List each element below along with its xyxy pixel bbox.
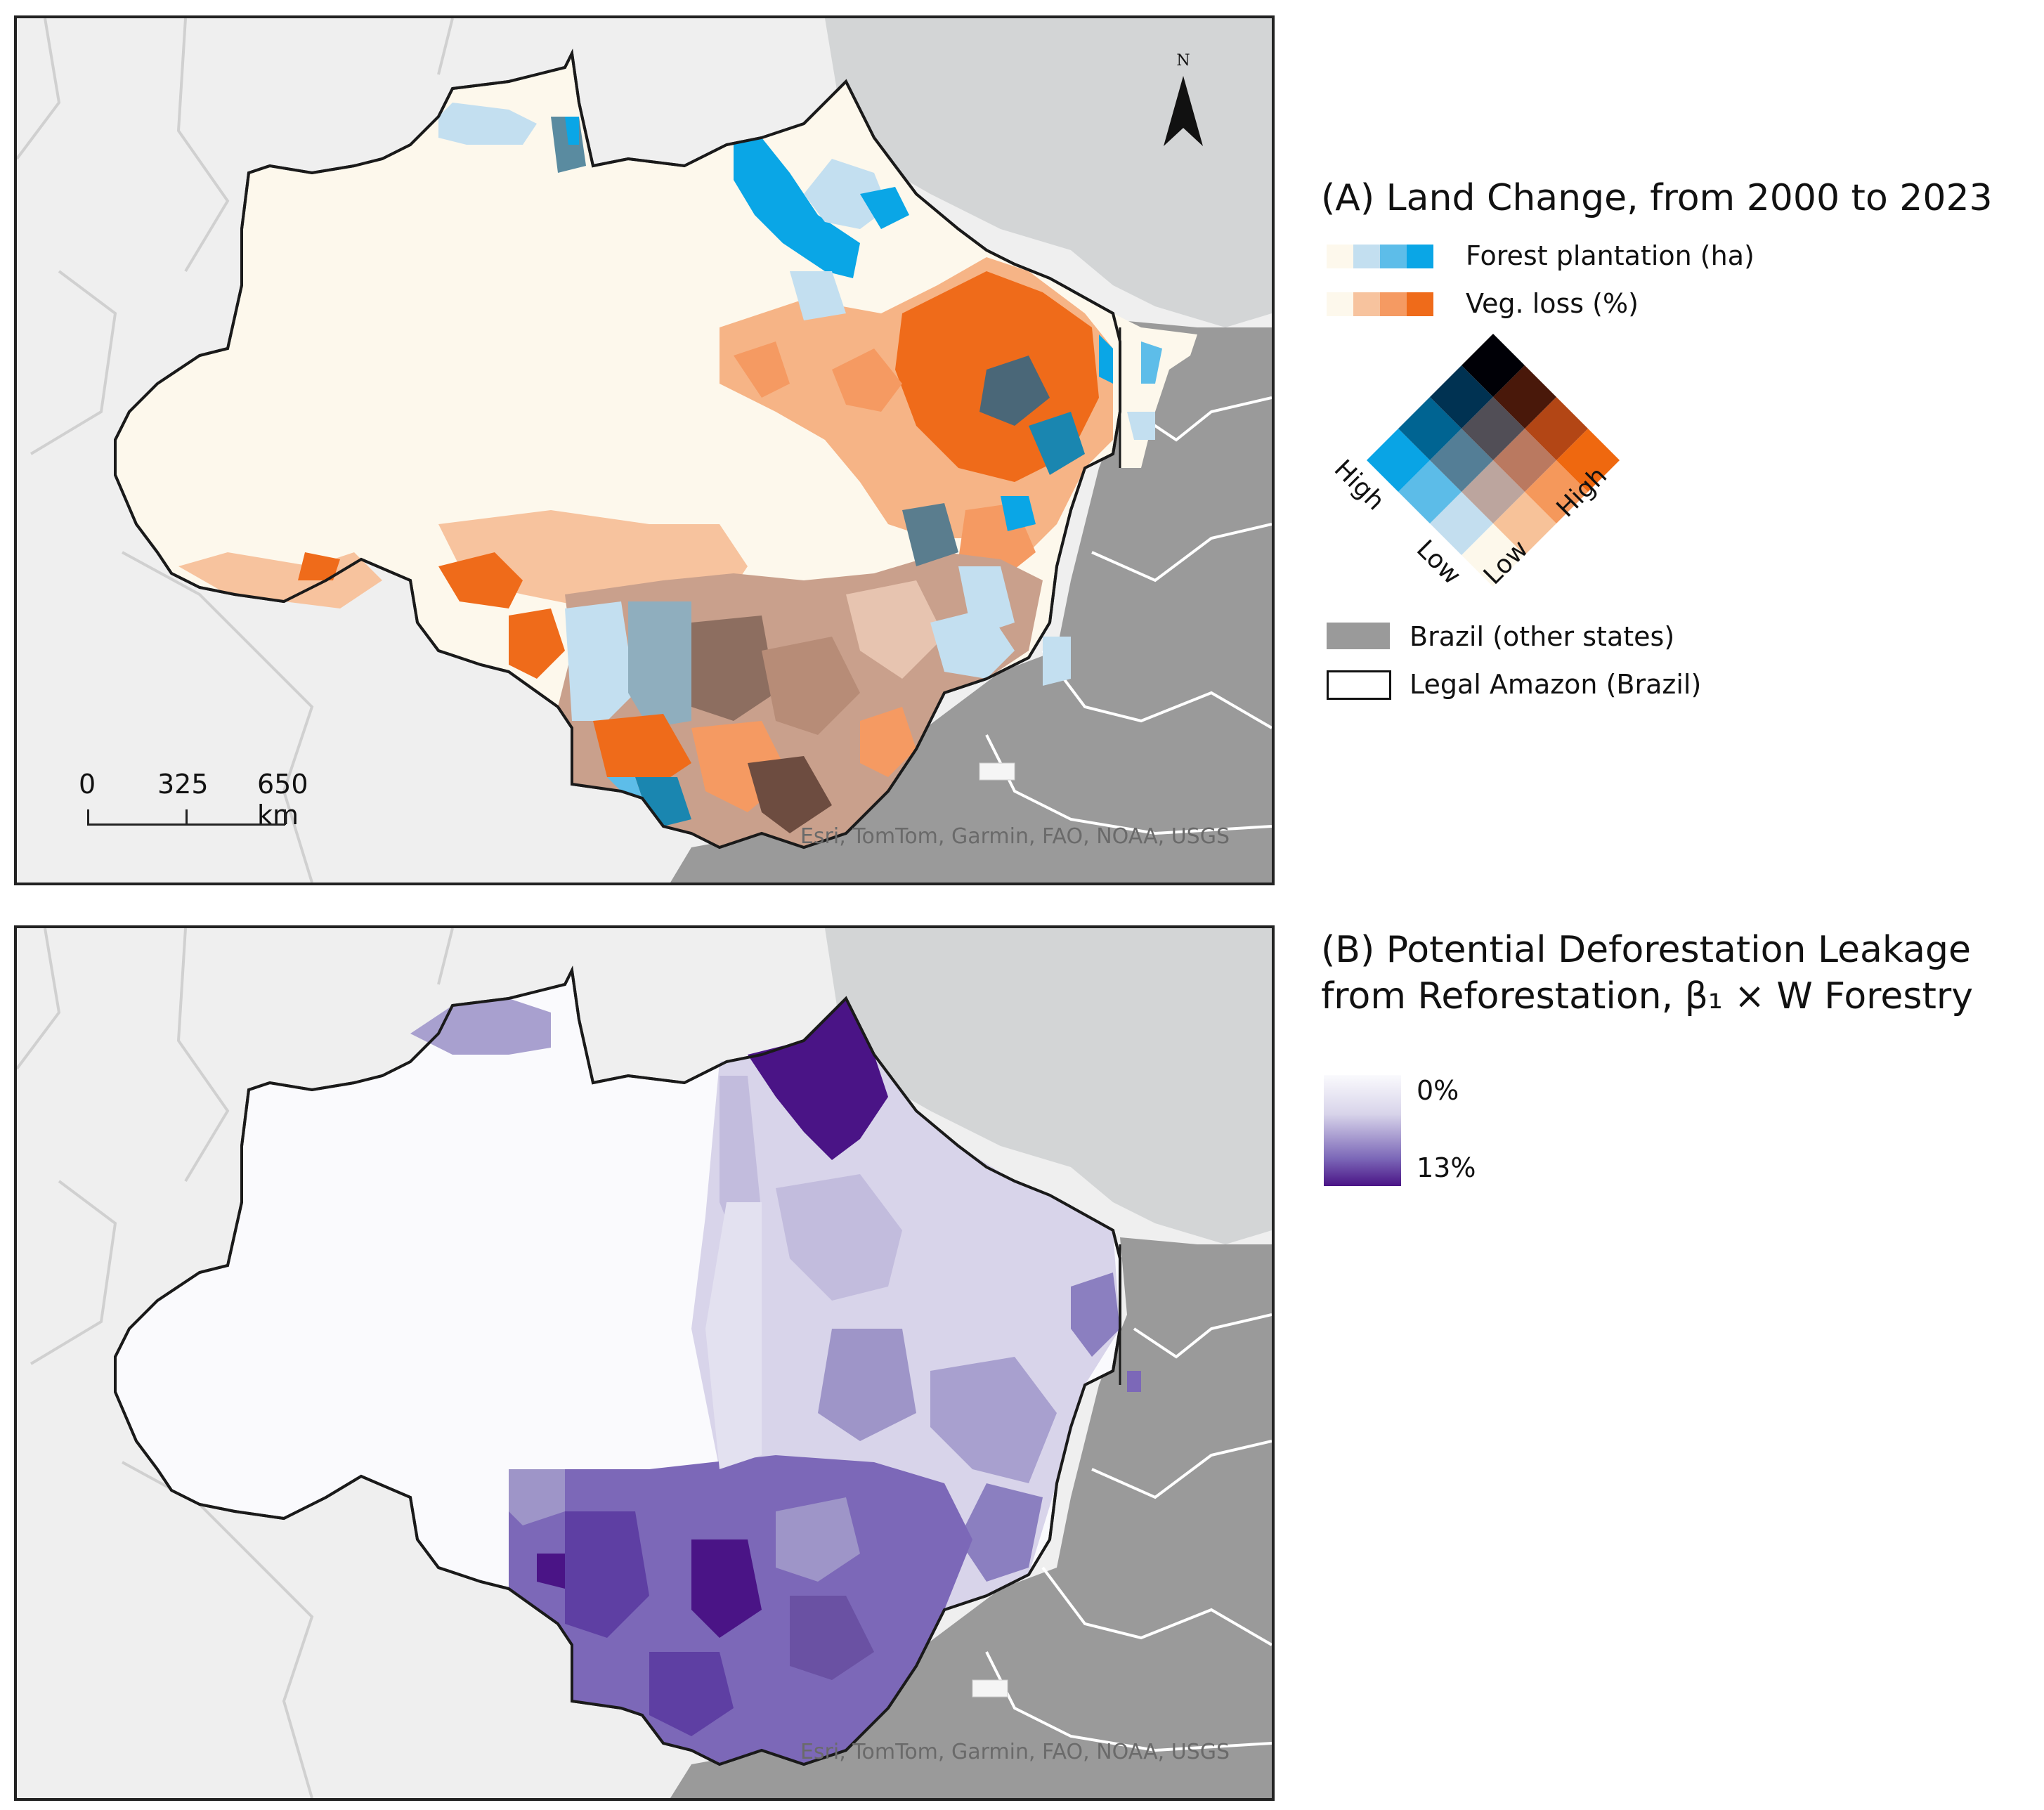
forest-swatch — [1353, 245, 1380, 268]
map-canvas-a — [17, 18, 1272, 883]
scale-tick — [284, 809, 286, 825]
legend-min-label: 0% — [1417, 1075, 1459, 1106]
brazil-other-swatch — [1327, 623, 1390, 649]
scale-label-0: 0 — [79, 769, 96, 800]
map-panel-leakage[interactable]: Esri, TomTom, Garmin, FAO, NOAA, USGS — [14, 925, 1275, 1801]
scale-bar: 0 325 650 km — [73, 769, 308, 846]
mixed-bivariate-areas — [558, 552, 1043, 847]
forest-plantation-areas — [438, 103, 1197, 686]
bivariate-legend — [1367, 334, 1620, 587]
bivariate-cell — [1462, 334, 1525, 397]
veg-loss-areas — [178, 257, 1113, 679]
forest-plantation-swatches — [1327, 245, 1433, 268]
scale-tick — [185, 809, 188, 825]
legend-b-title-line1: (B) Potential Deforestation Leakage — [1321, 929, 1971, 971]
legend-a-title: (A) Land Change, from 2000 to 2023 — [1321, 177, 1993, 219]
bivariate-diamond — [1367, 334, 1620, 587]
map-canvas-b — [17, 928, 1272, 1798]
leakage-gradient-bar — [1324, 1075, 1401, 1186]
legal-amazon-outline — [114, 965, 1121, 1766]
legal-amazon-label: Legal Amazon (Brazil) — [1410, 669, 1702, 700]
leakage-areas — [410, 998, 1141, 1764]
north-label: N — [1176, 52, 1190, 70]
legend-b-title: (B) Potential Deforestation Leakage from… — [1321, 929, 1973, 1017]
veg-swatch — [1353, 292, 1380, 316]
legal-amazon-swatch — [1327, 670, 1391, 700]
veg-loss-label: Veg. loss (%) — [1466, 288, 1639, 319]
scale-tick — [87, 809, 89, 825]
map-attribution: Esri, TomTom, Garmin, FAO, NOAA, USGS — [800, 1740, 1230, 1764]
forest-swatch — [1380, 245, 1407, 268]
forest-plantation-label: Forest plantation (ha) — [1466, 240, 1755, 271]
north-arrow-icon — [1164, 76, 1203, 146]
veg-loss-swatches — [1327, 292, 1433, 316]
legal-amazon-outline — [114, 48, 1121, 849]
map-attribution: Esri, TomTom, Garmin, FAO, NOAA, USGS — [800, 824, 1230, 849]
brazil-other-states — [670, 1237, 1272, 1798]
veg-swatch — [1327, 292, 1353, 316]
scale-label-325: 325 — [157, 769, 209, 800]
forest-swatch — [1327, 245, 1353, 268]
legend-a-title-text: (A) Land Change, from 2000 to 2023 — [1321, 177, 1993, 219]
veg-swatch — [1407, 292, 1433, 316]
legend-max-label: 13% — [1417, 1152, 1476, 1183]
north-arrow: N — [1162, 52, 1211, 157]
scale-label-650: 650 km — [257, 769, 308, 831]
veg-swatch — [1380, 292, 1407, 316]
brazil-other-label: Brazil (other states) — [1410, 621, 1675, 652]
ocean-area — [354, 928, 1272, 1244]
legend-b-title-line2: from Reforestation, β₁ × W Forestry — [1321, 975, 1974, 1017]
forest-swatch — [1407, 245, 1433, 268]
ocean-area — [354, 18, 1272, 327]
map-panel-land-change[interactable]: N 0 325 650 km Esri, TomTom, Garmin, FAO… — [14, 15, 1275, 885]
